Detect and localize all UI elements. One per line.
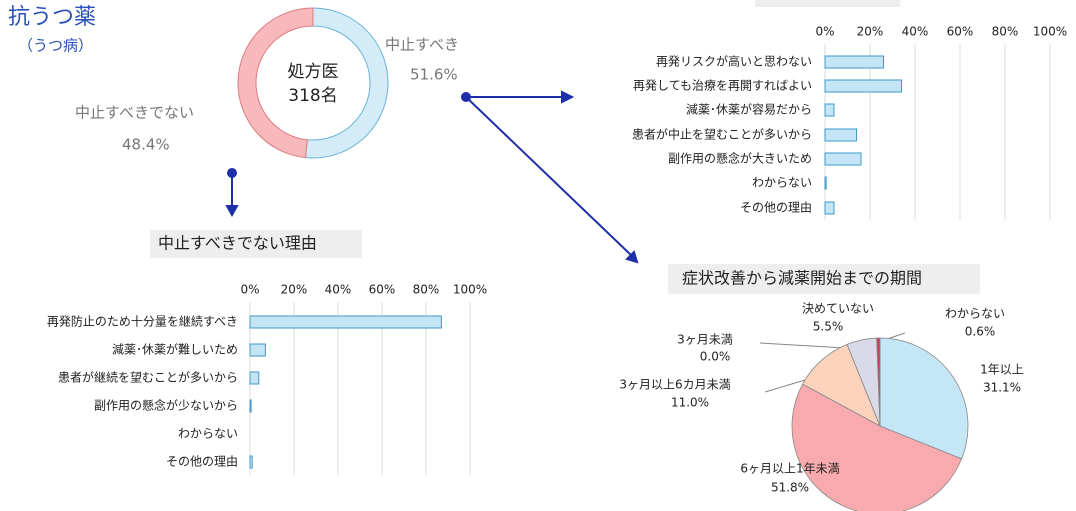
y-tick-label: その他の理由	[166, 455, 238, 469]
x-tick-label: 60%	[369, 283, 396, 297]
y-tick-label: 再発防止のため十分量を継続すべき	[47, 314, 238, 329]
value-label: 11.0%	[671, 396, 709, 410]
slice-label: わからない	[945, 307, 1005, 321]
x-tick-label: 80%	[413, 283, 440, 297]
x-tick-label: 20%	[857, 25, 884, 39]
y-tick-label: わからない	[752, 176, 812, 190]
x-tick-label: 40%	[902, 25, 929, 39]
y-tick-label: 副作用の懸念が少ないから	[94, 398, 238, 413]
x-tick-label: 100%	[453, 283, 487, 297]
page-subtitle: （うつ病）	[18, 37, 93, 55]
value-label: 0.6%	[965, 325, 996, 339]
chart-title: 中止すべきでない理由	[158, 234, 317, 253]
bar	[249, 371, 260, 385]
value-label: 48.4%	[122, 136, 170, 154]
value-label: 31.1%	[983, 381, 1021, 395]
slice-label: 中止すべき	[385, 36, 459, 54]
y-tick-label: 減薬･休薬が難しいため	[112, 342, 238, 357]
y-tick-label: 患者が中止を望むことが多いから	[632, 127, 812, 142]
bar	[249, 343, 266, 357]
title-box	[150, 230, 362, 258]
page-title: 抗うつ薬	[8, 5, 96, 30]
slice-label: 1年以上	[980, 363, 1024, 377]
bar	[249, 455, 253, 469]
bar	[824, 152, 862, 166]
chart-title: 症状改善から減薬開始までの期間	[682, 269, 922, 288]
bar	[824, 79, 902, 93]
x-tick-label: 20%	[281, 283, 308, 297]
slice-label: 中止すべきでない	[75, 104, 194, 122]
y-tick-label: その他の理由	[740, 201, 812, 215]
y-tick-label: 再発リスクが高いと思わない	[656, 54, 812, 69]
cut-title-box	[755, 0, 900, 7]
slice-label: 3ヶ月未満	[677, 333, 733, 347]
value-label: 5.5%	[813, 320, 844, 334]
slice	[304, 7, 389, 159]
bar	[824, 176, 827, 190]
bar	[824, 128, 857, 142]
x-tick-label: 80%	[992, 25, 1019, 39]
value-label: 51.8%	[771, 481, 809, 495]
x-tick-label: 40%	[325, 283, 352, 297]
center-label: 処方医	[288, 62, 339, 82]
y-tick-label: わからない	[178, 427, 238, 441]
x-tick-label: 0%	[815, 25, 834, 39]
x-tick-label: 60%	[947, 25, 974, 39]
x-tick-label: 100%	[1033, 25, 1067, 39]
title-box	[668, 264, 980, 294]
value-label: 51.6%	[410, 66, 458, 84]
bar	[824, 103, 835, 117]
bar	[249, 315, 442, 329]
slice	[876, 337, 881, 427]
y-tick-label: 副作用の懸念が大きいため	[668, 151, 812, 166]
bar	[824, 201, 835, 215]
y-tick-label: 減薬･休薬が容易だから	[686, 102, 812, 117]
slice	[237, 7, 314, 159]
x-tick-label: 0%	[240, 283, 259, 297]
bar	[249, 399, 252, 413]
slice	[879, 337, 969, 460]
bar	[824, 55, 884, 69]
center-label: 318名	[288, 86, 337, 106]
value-label: 0.0%	[700, 350, 731, 364]
y-tick-label: 再発しても治療を再開すればよい	[633, 79, 812, 93]
slice	[791, 383, 963, 511]
slice-label: 決めていない	[802, 302, 874, 316]
arrows	[225, 90, 639, 264]
slice-label: 3ヶ月以上6カ月未満	[619, 378, 730, 392]
slice-label: 6ヶ月以上1年未満	[740, 462, 839, 476]
y-tick-label: 患者が継続を望むことが多いから	[58, 370, 238, 385]
